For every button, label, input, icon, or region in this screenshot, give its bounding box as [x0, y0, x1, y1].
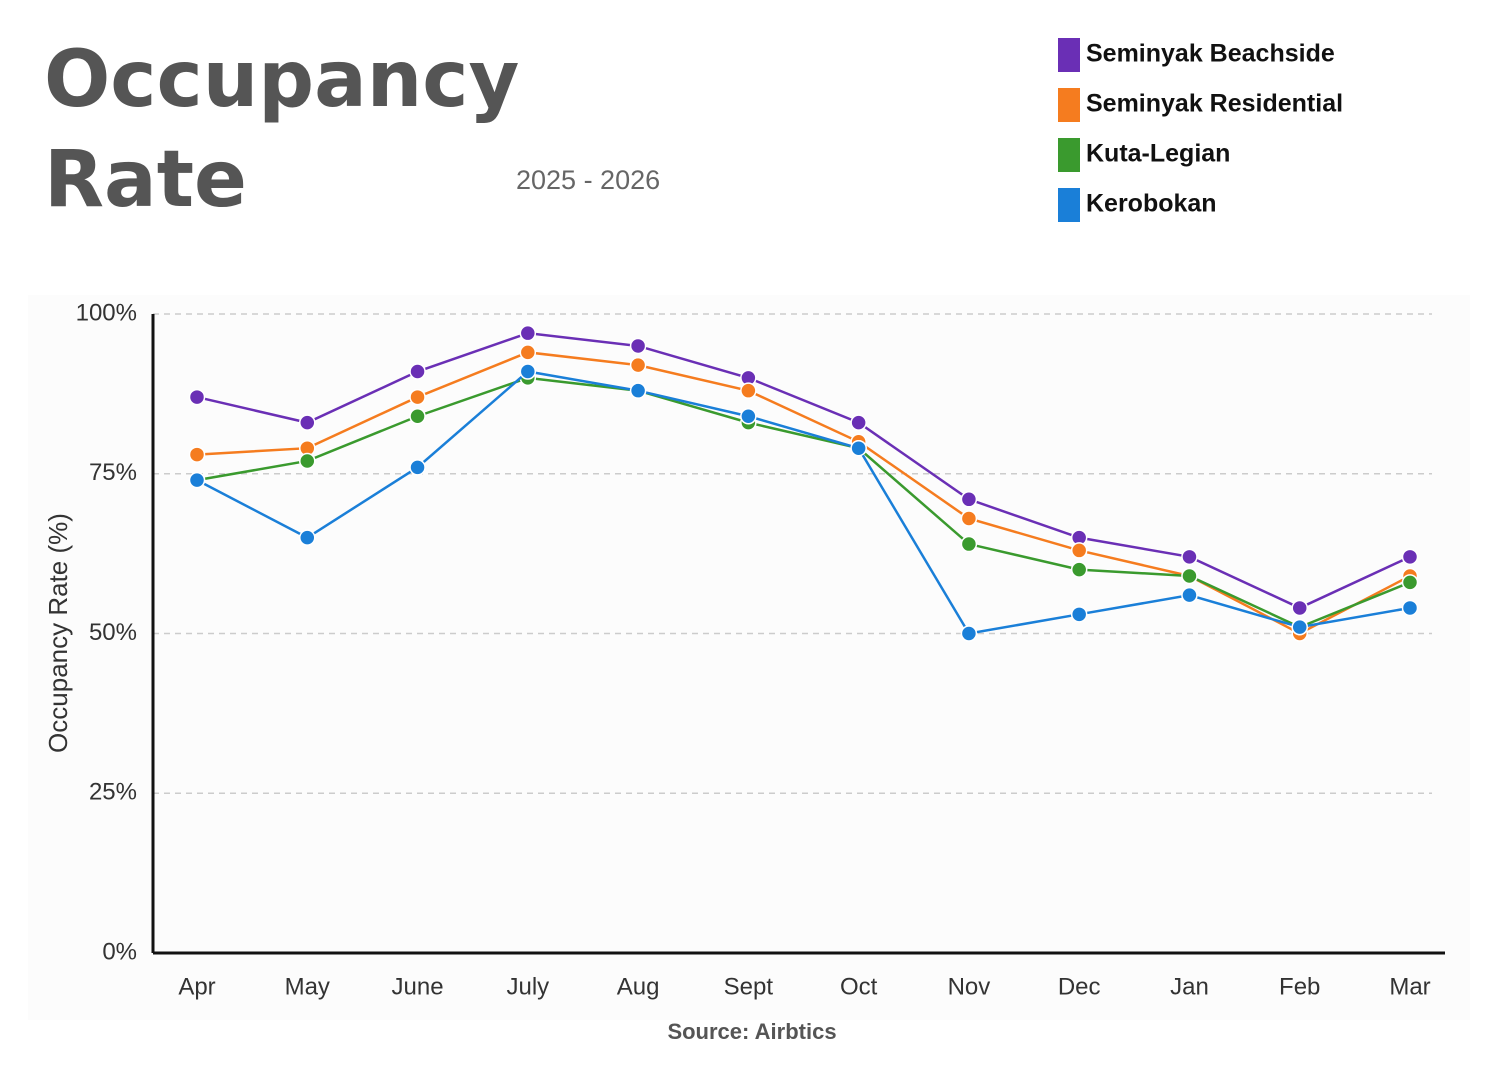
source-note: Source: Airbtics	[667, 1019, 836, 1044]
x-tick-label: July	[506, 973, 549, 1000]
data-point	[1291, 618, 1308, 636]
x-tick-label: Nov	[948, 973, 991, 1000]
data-point	[1070, 606, 1088, 623]
legend-label: Kerobokan	[1086, 190, 1217, 218]
y-axis-label: Occupancy Rate (%)	[43, 513, 73, 753]
data-point	[188, 446, 206, 463]
legend-swatch	[1058, 88, 1080, 122]
series-line	[196, 376, 1411, 629]
data-point	[740, 382, 757, 399]
legend-label: Seminyak Residential	[1086, 90, 1343, 118]
data-point	[629, 356, 647, 374]
y-tick-label: 25%	[89, 779, 137, 806]
legend-swatch	[1058, 188, 1080, 222]
data-point	[1291, 599, 1308, 617]
data-point	[409, 459, 426, 476]
data-point	[1401, 574, 1419, 591]
data-point	[629, 382, 647, 399]
y-tick-label: 75%	[89, 459, 137, 486]
data-point	[1181, 586, 1198, 604]
data-point	[188, 471, 206, 489]
chart-title: Occupancy Rate	[44, 35, 520, 225]
data-point	[299, 529, 316, 546]
legend-swatch	[1058, 38, 1080, 72]
data-point	[960, 535, 978, 553]
x-tick-label: Aug	[617, 973, 660, 1000]
series-line	[196, 331, 1411, 610]
data-point	[519, 324, 537, 342]
data-point	[299, 414, 316, 431]
x-tick-label: Dec	[1058, 973, 1101, 1000]
data-point	[519, 363, 537, 380]
data-point	[1401, 599, 1419, 617]
x-tick-label: Mar	[1389, 973, 1430, 1000]
legend-swatch	[1058, 138, 1080, 172]
chart-subtitle: 2025 - 2026	[516, 165, 661, 195]
data-point	[1181, 548, 1198, 566]
data-point	[1181, 567, 1198, 585]
data-point	[188, 388, 206, 406]
data-point	[850, 439, 867, 457]
data-point	[960, 491, 978, 508]
data-point	[409, 363, 426, 380]
data-point	[409, 407, 426, 425]
x-tick-label: Jan	[1170, 973, 1209, 1000]
data-point	[960, 625, 978, 642]
y-tick-label: 0%	[102, 938, 137, 965]
x-tick-label: June	[392, 973, 444, 1000]
x-tick-label: Oct	[840, 973, 878, 1000]
data-point	[409, 388, 426, 406]
data-point	[1070, 542, 1088, 559]
x-tick-label: Apr	[178, 973, 215, 1000]
data-point	[960, 510, 978, 527]
data-point	[740, 407, 757, 425]
x-tick-label: Sept	[724, 973, 774, 1000]
data-point	[629, 337, 647, 355]
y-tick-label: 50%	[89, 619, 137, 646]
legend-label: Seminyak Beachside	[1086, 40, 1335, 68]
legend-label: Kuta-Legian	[1086, 140, 1230, 168]
data-point	[1070, 561, 1088, 578]
x-tick-label: Feb	[1279, 973, 1320, 1000]
plot-background	[28, 295, 1470, 1020]
data-point	[519, 344, 537, 361]
data-point	[850, 414, 867, 431]
data-point	[299, 452, 316, 470]
data-point	[1401, 548, 1419, 566]
series-line	[196, 370, 1411, 635]
y-tick-label: 100%	[76, 299, 137, 326]
x-tick-label: May	[285, 973, 330, 1000]
